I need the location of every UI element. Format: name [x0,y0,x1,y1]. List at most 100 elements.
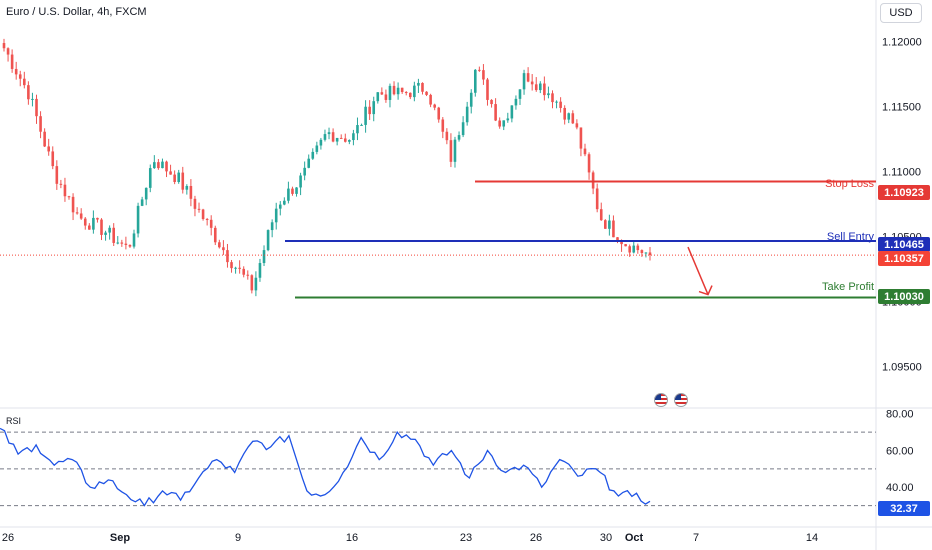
candle-body [514,98,518,106]
target-arrow [687,246,709,295]
sell-entry-label: Sell Entry [826,231,874,243]
candle-body [571,113,575,124]
candle-body [201,209,205,220]
candle-body [83,218,87,226]
candle-body [307,158,311,168]
candle-body [47,146,50,152]
candle-body [140,199,144,206]
candle-body [628,246,631,253]
candle-body [59,183,63,185]
candle-body [55,166,59,184]
candle-body [417,82,420,86]
rsi-tick-label: 80.00 [886,409,914,421]
candle-body [213,227,217,243]
time-tick-label: 9 [235,532,241,544]
candle-body [608,220,611,229]
candle-body [6,48,10,55]
candle-body [51,151,55,167]
candle-body [530,81,534,85]
time-tick-label: 26 [2,532,14,544]
candle-body [348,140,351,142]
candle-body [230,262,233,269]
candle-body [10,54,14,69]
price-tick-label: 1.11000 [882,167,921,179]
candle-body [604,220,607,229]
current-price-tag: 1.10357 [878,251,930,266]
candle-body [278,204,282,209]
candle-body [291,188,294,194]
candle-body [88,225,91,230]
us-flag-icon[interactable] [674,393,688,407]
candle-body [75,212,79,214]
candle-body [169,171,172,175]
candle-body [372,101,376,115]
candle-body [209,219,213,228]
target-arrow-head [698,285,713,296]
candle-body [441,119,445,132]
candle-body [153,162,156,169]
candle-body [632,245,636,253]
currency-button[interactable]: USD [880,3,922,23]
candle-body [595,188,599,210]
candle-body [258,263,262,278]
candle-body [218,242,221,248]
price-tick-label: 1.09500 [882,361,922,373]
candle-body [136,205,140,234]
candle-body [579,127,583,149]
candle-body [327,132,331,135]
candle-body [352,133,355,141]
candle-body [27,85,30,100]
candle-body [234,267,237,269]
candle-body [599,209,603,221]
candle-body [490,99,493,105]
candle-body [283,200,286,205]
candle-body [124,243,128,245]
candle-body [494,104,497,121]
candle-body [67,196,71,198]
candle-body [567,113,571,120]
us-flag-icon[interactable] [654,393,668,407]
candle-body [364,106,367,125]
candle-body [148,168,152,188]
candle-body [644,252,648,254]
rsi-label: RSI [6,416,22,426]
rsi-line [0,427,651,507]
candle-body [421,82,424,92]
candle-body [189,185,193,199]
candle-body [181,172,185,190]
candle-body [43,131,46,147]
rsi-value-tag: 32.37 [878,501,930,516]
candle-body [254,277,258,291]
candle-body [104,232,107,235]
candle-body [648,252,652,256]
candle-body [547,93,550,96]
candle-body [108,227,111,233]
candle-body [120,242,124,244]
price-tick-label: 1.11500 [882,102,921,114]
candle-body [238,267,241,269]
candle-body [96,217,99,220]
candle-body [173,174,176,182]
candle-body [563,107,566,120]
candle-body [575,123,579,128]
time-tick-label: 7 [693,532,699,544]
candle-body [368,106,371,115]
rsi-tick-label: 40.00 [886,482,914,494]
stop-loss-price-tag: 1.10923 [878,185,930,200]
rsi-tick-label: 60.00 [886,445,914,457]
candle-body [71,196,75,213]
candle-body [339,137,343,139]
candle-body [429,94,432,105]
candle-body [157,162,160,169]
candle-body [31,98,34,100]
candle-body [384,94,388,100]
candle-body [299,175,302,188]
time-tick-label: 14 [806,532,818,544]
candle-body [331,132,335,142]
candle-body [591,172,595,189]
candle-body [295,187,298,194]
candle-body [311,151,315,159]
candle-body [433,104,436,108]
